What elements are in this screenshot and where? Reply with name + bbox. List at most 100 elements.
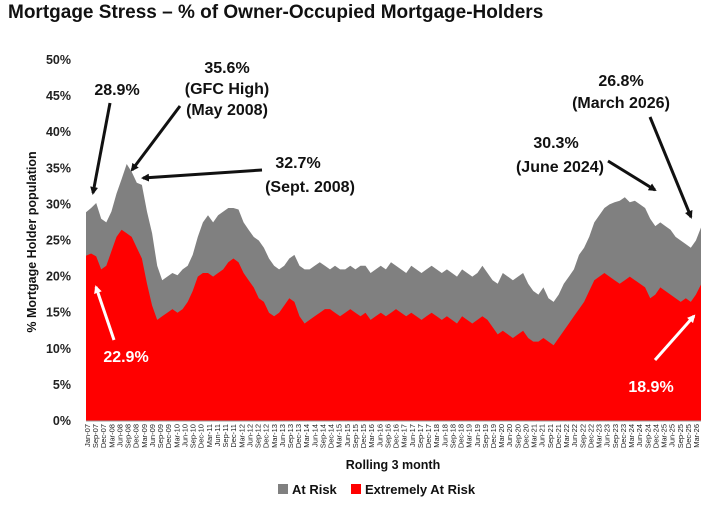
legend-swatch-at-risk — [278, 484, 288, 494]
x-tick-label: Dec-08 — [132, 424, 141, 448]
x-tick-label: Jun-19 — [473, 424, 482, 447]
annotation-label: 35.6% — [204, 60, 249, 77]
x-tick-label: Mar-22 — [562, 424, 571, 448]
x-tick-label: Dec-20 — [522, 424, 531, 448]
y-axis: 0% 5% 10% 15% 20% 25% 30% 35% 40% 45% 50% — [46, 53, 71, 428]
x-tick-label: Sep-25 — [676, 424, 685, 448]
x-tick-label: Mar-20 — [497, 424, 506, 448]
annotations: 28.9% 35.6% (GFC High) (May 2008) 32.7% (Sept… — [94, 60, 673, 396]
y-tick-label: 50% — [46, 53, 71, 67]
x-tick-label: Dec-18 — [457, 424, 466, 448]
x-tick-label: Dec-17 — [424, 424, 433, 448]
x-tick-label: Dec-21 — [554, 424, 563, 448]
chart-title: Mortgage Stress – % of Owner-Occupied Mo… — [8, 2, 544, 23]
legend-label-extremely-at-risk: Extremely At Risk — [365, 482, 476, 497]
x-tick-label: Sep-18 — [448, 424, 457, 448]
x-tick-label: Jan-07 — [83, 424, 92, 447]
annotation-arrow — [130, 105, 182, 172]
x-tick-label: Jun-25 — [668, 424, 677, 447]
x-tick-label: Mar-14 — [302, 424, 311, 448]
x-tick-label: Jun-12 — [245, 424, 254, 447]
x-tick-label: Dec-23 — [619, 424, 628, 448]
legend-swatch-extremely-at-risk — [351, 484, 361, 494]
x-tick-label: Sep-08 — [124, 424, 133, 448]
x-tick-label: Dec-16 — [392, 424, 401, 448]
annotation-arrow — [141, 168, 263, 182]
y-tick-label: 20% — [46, 270, 71, 284]
x-tick-label: Jun-08 — [116, 424, 125, 447]
x-tick-label: Mar-15 — [335, 424, 344, 448]
x-tick-label: Jun-09 — [148, 424, 157, 447]
y-axis-label: % Mortgage Holder population — [25, 151, 39, 332]
x-tick-label: Sep-17 — [416, 424, 425, 448]
x-tick-label: Mar-08 — [107, 424, 116, 448]
y-tick-label: 35% — [46, 161, 71, 175]
x-tick-label: Sep-23 — [611, 424, 620, 448]
annotation-label: 18.9% — [628, 379, 673, 396]
x-tick-label: Mar-24 — [627, 424, 636, 448]
x-tick-label: Sep-07 — [91, 424, 100, 448]
x-tick-label: Jun-24 — [635, 424, 644, 447]
x-tick-label: Sep-20 — [513, 424, 522, 448]
y-tick-label: 25% — [46, 234, 71, 248]
x-tick-label: Dec-15 — [359, 424, 368, 448]
legend-label-at-risk: At Risk — [292, 482, 338, 497]
x-tick-label: Dec-24 — [651, 424, 660, 448]
x-tick-label: Mar-19 — [465, 424, 474, 448]
x-tick-label: Jun-20 — [505, 424, 514, 447]
x-tick-label: Dec-11 — [229, 424, 238, 448]
x-axis: Jan-07 Sep-07 Dec-07 Mar-08 Jun-08 Sep-08 Dec-… — [83, 420, 701, 448]
x-tick-label: Sep-24 — [643, 424, 652, 448]
x-tick-label: Jun-21 — [538, 424, 547, 447]
x-tick-label: Sep-11 — [221, 424, 230, 448]
x-tick-label: Jun-13 — [278, 424, 287, 447]
annotation-arrow — [607, 159, 657, 192]
annotation-label: (May 2008) — [186, 102, 268, 119]
x-tick-label: Mar-23 — [595, 424, 604, 448]
x-tick-label: Dec-14 — [327, 424, 336, 448]
y-tick-label: 45% — [46, 89, 71, 103]
x-tick-label: Mar-10 — [172, 424, 181, 448]
x-tick-label: Mar-26 — [692, 424, 701, 448]
x-tick-label: Mar-25 — [660, 424, 669, 448]
x-tick-label: Sep-19 — [481, 424, 490, 448]
x-tick-label: Jun-14 — [310, 424, 319, 447]
annotation-label: 28.9% — [94, 82, 139, 99]
x-tick-label: Sep-22 — [578, 424, 587, 448]
annotation-arrow — [94, 285, 116, 341]
x-tick-label: Mar-13 — [270, 424, 279, 448]
x-tick-label: Sep-12 — [254, 424, 263, 448]
y-tick-label: 10% — [46, 342, 71, 356]
x-axis-label: Rolling 3 month — [346, 458, 440, 472]
y-tick-label: 5% — [53, 378, 71, 392]
x-tick-label: Jun-15 — [343, 424, 352, 447]
x-tick-label: Dec-13 — [294, 424, 303, 448]
y-tick-label: 40% — [46, 125, 71, 139]
x-tick-label: Jun-18 — [440, 424, 449, 447]
annotation-arrow — [653, 314, 696, 361]
x-tick-label: Sep-14 — [319, 424, 328, 448]
x-tick-label: Dec-19 — [489, 424, 498, 448]
area-extremely-at-risk — [86, 229, 701, 421]
x-tick-label: Mar-16 — [367, 424, 376, 448]
x-tick-label: Sep-10 — [189, 424, 198, 448]
y-tick-label: 30% — [46, 197, 71, 211]
plot-areas — [86, 164, 701, 421]
annotation-arrow — [90, 102, 112, 195]
y-tick-label: 0% — [53, 414, 71, 428]
x-tick-label: Jun-11 — [213, 424, 222, 446]
annotation-label: 22.9% — [103, 349, 148, 366]
x-tick-label: Dec-12 — [262, 424, 271, 448]
x-tick-label: Jun-17 — [408, 424, 417, 447]
x-tick-label: Sep-15 — [351, 424, 360, 448]
x-tick-label: Sep-13 — [286, 424, 295, 448]
legend: At Risk Extremely At Risk — [278, 482, 476, 497]
annotation-label: (GFC High) — [185, 81, 269, 98]
annotation-label: (June 2024) — [516, 159, 604, 176]
x-tick-label: Dec-10 — [197, 424, 206, 448]
x-tick-label: Mar-09 — [140, 424, 149, 448]
x-tick-label: Jun-10 — [180, 424, 189, 447]
x-tick-label: Jun-16 — [375, 424, 384, 447]
annotation-label: 30.3% — [533, 135, 578, 152]
x-tick-label: Mar-12 — [237, 424, 246, 448]
